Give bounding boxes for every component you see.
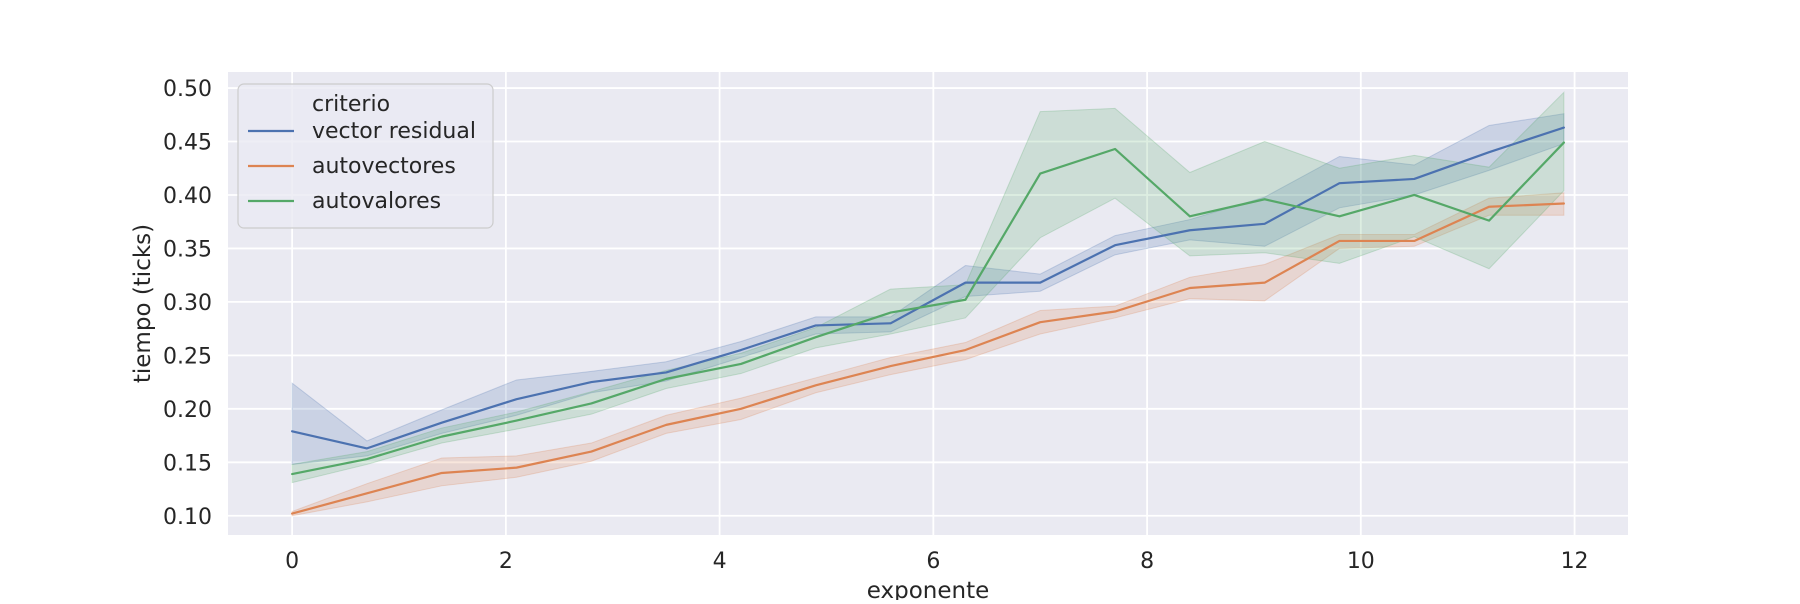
- y-tick-label: 0.15: [163, 451, 212, 476]
- series-lines: [291, 126, 1565, 515]
- x-tick-label: 2: [499, 549, 513, 574]
- legend-box: [237, 83, 494, 229]
- confidence-bands: [291, 91, 1565, 517]
- grid-lines: [228, 72, 1628, 535]
- autovalores-line: [291, 141, 1565, 476]
- y-axis-label: tiempo (ticks): [130, 224, 156, 383]
- legend-title: criterio: [312, 92, 390, 117]
- y-tick-label: 0.30: [163, 291, 212, 316]
- x-tick-label: 6: [926, 549, 940, 574]
- legend: criterio vector residual autovectores auto…: [237, 83, 494, 229]
- y-tick-label: 0.40: [163, 184, 212, 209]
- autovectores-legend-label: autovectores: [312, 154, 456, 179]
- autovectores-confidence-band: [291, 192, 1565, 517]
- x-tick-label: 10: [1347, 549, 1375, 574]
- autovectores-line: [291, 202, 1565, 515]
- y-tick-label: 0.50: [163, 77, 212, 102]
- y-tick-label: 0.35: [163, 237, 212, 262]
- y-tick-label: 0.25: [163, 344, 212, 369]
- x-tick-label: 0: [285, 549, 299, 574]
- y-tick-label: 0.45: [163, 131, 212, 156]
- autovalores-confidence-band: [291, 91, 1565, 484]
- x-tick-label: 12: [1561, 549, 1589, 574]
- x-tick-label: 8: [1140, 549, 1154, 574]
- vector-residual-legend-label: vector residual: [312, 119, 476, 144]
- x-axis-label: exponente: [867, 578, 990, 600]
- vector-residual-line: [291, 126, 1565, 450]
- tick-labels: 0 2 4 6 8 10 12 0.10 0.15 0.20 0.25 0.30 0.35 0.40 0.4…: [163, 77, 1589, 574]
- y-tick-label: 0.10: [163, 505, 212, 530]
- x-tick-label: 4: [713, 549, 727, 574]
- autovalores-legend-label: autovalores: [312, 189, 441, 214]
- y-tick-label: 0.20: [163, 398, 212, 423]
